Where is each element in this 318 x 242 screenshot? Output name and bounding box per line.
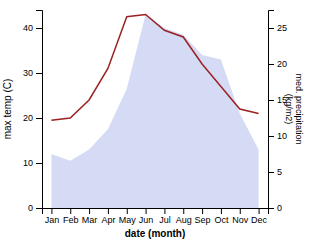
axis-line	[36, 11, 43, 209]
tick-label: Jul	[159, 215, 171, 225]
tick-label: 40	[23, 23, 33, 33]
tick-mark	[146, 208, 147, 214]
tick-mark	[268, 64, 274, 65]
marks	[51, 15, 258, 209]
y-axis-title: max temp (C)	[2, 79, 13, 140]
tick: 0	[28, 203, 42, 213]
tick-mark	[127, 208, 128, 214]
tick-label: Sep	[195, 215, 211, 225]
x-axis: JanFebMarApr MayJun Jul AugSepOctNovDec	[43, 208, 269, 225]
tick: 10	[23, 158, 42, 168]
tick-mark	[268, 172, 274, 173]
tick-mark	[164, 208, 165, 214]
tick-label: Oct	[214, 215, 229, 225]
tick: Mar	[82, 208, 98, 225]
tick-label: Jun	[139, 215, 154, 225]
line	[51, 15, 258, 121]
tick-label: 20	[277, 59, 287, 69]
tick-mark	[36, 118, 42, 119]
tick-mark	[108, 208, 109, 214]
tick-label: Feb	[63, 215, 79, 225]
plot: JanFebMarApr MayJun Jul AugSepOctNovDec 0 10 2…	[2, 11, 304, 240]
tick-label: 0	[277, 203, 282, 213]
chart: JanFebMarApr MayJun Jul AugSepOctNovDec 0 10 2…	[0, 0, 318, 242]
tick-mark	[183, 208, 184, 214]
tick-mark	[51, 208, 52, 214]
tick-mark	[259, 208, 260, 214]
tick: Sep	[195, 208, 211, 225]
tick-label: 0	[28, 203, 33, 213]
x-axis-title: date (month)	[125, 228, 186, 239]
y2-axis-title: med. precipitation(kg/m2)	[284, 73, 304, 144]
tick: Dec	[251, 208, 268, 225]
tick: May	[119, 208, 137, 225]
tick-mark	[268, 100, 274, 101]
tick: 30	[23, 68, 42, 78]
tick: 25	[268, 23, 287, 33]
tick-mark	[268, 208, 274, 209]
y2-axis-title-line: (kg/m2)	[284, 94, 294, 125]
tick: Jun	[139, 208, 154, 225]
tick-label: Mar	[82, 215, 98, 225]
tick-mark	[268, 136, 274, 137]
tick-label: 25	[277, 23, 287, 33]
axis-line	[43, 209, 269, 215]
tick: Jul	[159, 208, 171, 225]
tick-mark	[89, 208, 90, 214]
tick-mark	[221, 208, 222, 214]
tick: 40	[23, 23, 42, 33]
tick-label: Aug	[176, 215, 192, 225]
axis-line	[269, 11, 275, 209]
tick: Apr	[101, 208, 115, 225]
tick-mark	[70, 208, 71, 214]
tick-label: 30	[23, 68, 33, 78]
tick-label: Jan	[45, 215, 60, 225]
area	[51, 15, 258, 209]
tick: Jan	[45, 208, 60, 225]
tick-label: Dec	[251, 215, 268, 225]
tick: 10	[268, 131, 287, 141]
tick-label: May	[119, 215, 137, 225]
tick-mark	[268, 28, 274, 29]
tick-label: 20	[23, 113, 33, 123]
tick-mark	[202, 208, 203, 214]
tick-label: Apr	[101, 215, 115, 225]
tick-mark	[240, 208, 241, 214]
tick: Feb	[63, 208, 79, 225]
tick-mark	[36, 28, 42, 29]
tick-label: 10	[23, 158, 33, 168]
tick: Aug	[176, 208, 192, 225]
tick-mark	[36, 73, 42, 74]
tick: 20	[268, 59, 287, 69]
y-axis: 0 10 20 30 40	[23, 11, 43, 214]
tick: Oct	[214, 208, 229, 225]
tick: 20	[23, 113, 42, 123]
tick-mark	[36, 208, 42, 209]
tick: 5	[268, 167, 282, 177]
tick-label: Nov	[232, 215, 249, 225]
y2-axis-title-line: med. precipitation	[294, 73, 304, 144]
tick: Nov	[232, 208, 249, 225]
tick-label: 5	[277, 167, 282, 177]
tick-label: 10	[277, 131, 287, 141]
tick-mark	[36, 163, 42, 164]
tick: 0	[268, 203, 282, 213]
